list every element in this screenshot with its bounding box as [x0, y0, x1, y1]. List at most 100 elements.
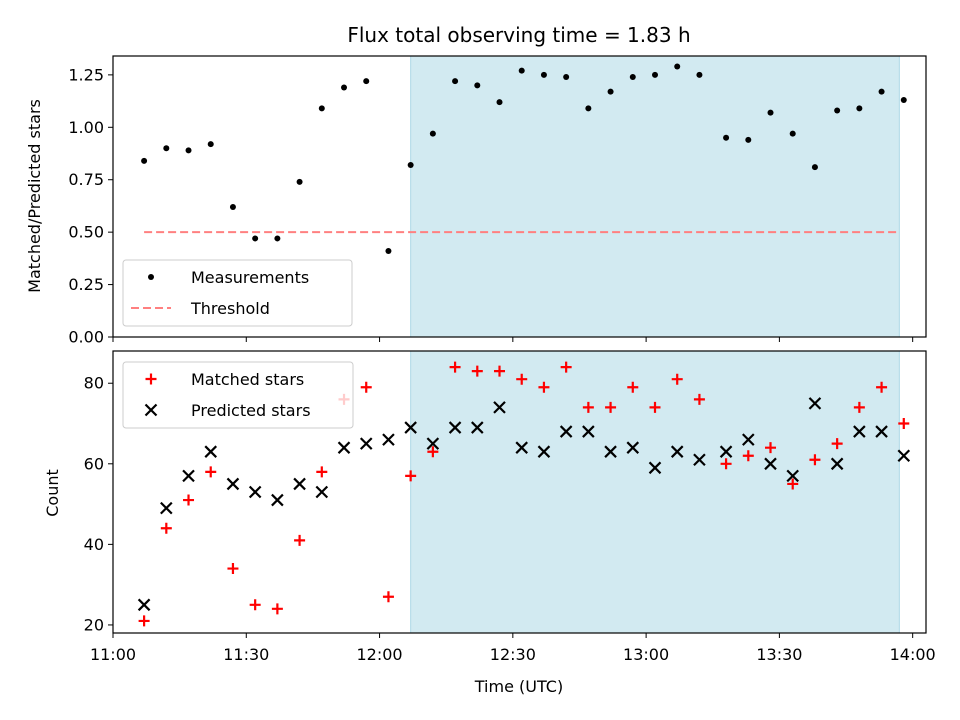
measurement-point [274, 235, 281, 242]
predicted-stars-point [226, 477, 240, 491]
predicted-stars-point [248, 485, 262, 499]
measurement-point [585, 105, 592, 112]
top-y-tick-label: 0.00 [68, 328, 104, 347]
top-axes-frame [112, 55, 927, 338]
predicted-stars-point [626, 441, 640, 454]
matched-stars-point [205, 466, 217, 478]
bottom-y-tick-label: 20 [84, 615, 104, 634]
measurement-point [252, 235, 259, 242]
predicted-stars-point [693, 453, 706, 467]
predicted-stars-point [808, 397, 822, 410]
matched-stars-point [227, 563, 239, 575]
matched-stars-point [427, 446, 439, 458]
measurement-point [856, 105, 863, 112]
top-y-tick-label: 0.25 [68, 275, 104, 294]
legend-predicted-swatch [144, 403, 158, 417]
legend-measurements-swatch [148, 274, 154, 280]
bottom-panel: 20 40 60 80 11:00 11:30 12:00 12:30 13:00 13:30 14… [84, 350, 936, 664]
measurement-point [878, 88, 885, 95]
matched-stars-point [627, 381, 639, 393]
matched-stars-point [560, 361, 572, 373]
legend-matched-swatch [145, 373, 157, 385]
matched-stars-point [671, 373, 683, 385]
predicted-stars-point [359, 437, 373, 450]
predicted-stars-point [315, 485, 329, 499]
measurement-point [385, 248, 392, 255]
matched-stars-point [605, 401, 617, 413]
bottom-series-predicted-stars [137, 397, 911, 612]
predicted-stars-point [582, 425, 595, 438]
legend-label: Predicted stars [191, 401, 311, 420]
bottom-x-tick-label: 13:00 [623, 645, 669, 664]
matched-stars-point [471, 365, 483, 377]
top-chart-title: Flux total observing time = 1.83 h [347, 23, 690, 47]
measurement-point [141, 157, 148, 164]
predicted-stars-point [719, 445, 733, 458]
measurement-point [607, 88, 614, 95]
top-series-measurements [141, 63, 907, 255]
measurement-point [207, 141, 214, 148]
predicted-stars-point [897, 449, 911, 463]
matched-stars-point [831, 438, 843, 450]
measurement-point [474, 82, 481, 89]
bottom-y-tick-label: 40 [84, 535, 104, 554]
matched-stars-point [494, 365, 506, 377]
measurement-point [696, 71, 703, 78]
measurement-point [518, 67, 525, 74]
predicted-stars-point [493, 401, 506, 414]
bottom-x-tick-label: 12:00 [357, 645, 403, 664]
predicted-stars-point [337, 441, 351, 454]
top-y-tick-label: 0.50 [68, 223, 104, 242]
measurement-point [407, 162, 414, 169]
legend-label: Matched stars [191, 370, 304, 389]
measurement-point [563, 73, 570, 80]
matched-stars-point [898, 418, 910, 430]
predicted-stars-point [448, 421, 462, 434]
measurement-point [900, 97, 907, 104]
predicted-stars-point [426, 437, 440, 450]
matched-stars-point [720, 458, 732, 470]
bottom-y-tick-label: 80 [84, 374, 104, 393]
matched-stars-point [405, 470, 417, 482]
matched-stars-point [360, 381, 372, 393]
predicted-stars-point [537, 445, 551, 458]
measurement-point [767, 109, 774, 116]
predicted-stars-point [471, 421, 484, 434]
measurement-point [496, 99, 503, 106]
predicted-stars-point [830, 457, 844, 471]
measurement-point [185, 147, 192, 154]
predicted-stars-point [853, 425, 866, 438]
measurement-point [296, 178, 303, 185]
top-panel: 0.00 0.25 0.50 0.75 1.00 1.25 Measurements Thre… [68, 55, 927, 347]
measurement-point [363, 78, 370, 85]
matched-stars-point [382, 591, 394, 603]
matched-stars-point [693, 393, 705, 405]
measurement-point [674, 63, 681, 70]
bottom-x-tick-label: 12:30 [490, 645, 536, 664]
measurement-point [789, 130, 796, 137]
predicted-stars-point [764, 457, 777, 471]
top-y-tick-label: 1.25 [68, 65, 104, 84]
matched-stars-point [316, 466, 328, 478]
top-y-tick-label: 0.75 [68, 170, 104, 189]
measurement-point [540, 71, 547, 78]
top-y-tick-label: 1.00 [68, 118, 104, 137]
predicted-stars-point [404, 421, 417, 434]
bottom-x-tick-label: 11:30 [223, 645, 269, 664]
measurement-point [163, 145, 170, 152]
top-legend-box [122, 259, 353, 327]
matched-stars-point [876, 381, 888, 393]
matched-stars-point [809, 454, 821, 466]
measurement-point [452, 78, 459, 85]
matched-stars-point [538, 381, 550, 393]
top-y-axis-label: Matched/Predicted stars [25, 99, 44, 293]
bottom-x-tick-label: 14:00 [890, 645, 936, 664]
bottom-observing-window-shade [410, 350, 900, 634]
matched-stars-point [765, 442, 777, 454]
predicted-stars-point [137, 598, 151, 612]
measurement-point [341, 84, 348, 91]
bottom-x-tick-label: 13:30 [756, 645, 802, 664]
measurement-point [652, 71, 658, 78]
